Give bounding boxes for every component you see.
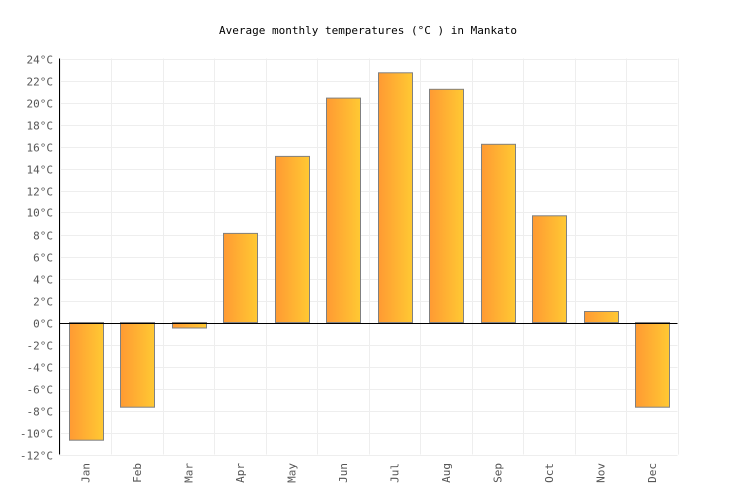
x-tick-label: Oct	[543, 463, 556, 483]
x-axis: Jan Feb Mar Apr May Jun Jul Aug Sep Oct Nov Dec	[79, 463, 659, 483]
y-axis: -12°C -10°C -8°C -6°C -4°C -2°C 0°C 2°C 4°C 6°C 8°…	[20, 54, 53, 463]
y-tick-label: 8°C	[33, 230, 53, 243]
y-tick-label: -8°C	[27, 406, 54, 419]
x-tick-label: Sep	[491, 463, 504, 483]
x-tick-label: Feb	[131, 463, 144, 483]
chart-title: Average monthly temperatures (°C ) in Ma…	[219, 24, 517, 37]
y-tick-label: -4°C	[27, 362, 54, 375]
y-tick-label: 2°C	[33, 296, 53, 309]
bar-dec	[635, 322, 670, 408]
bar-oct	[532, 215, 567, 323]
bar-jan	[69, 322, 104, 441]
x-tick-label: Apr	[234, 463, 247, 483]
bar-sep	[481, 143, 516, 323]
bar-mar	[172, 322, 207, 329]
bar-apr	[223, 232, 258, 323]
x-tick-label: Jun	[337, 463, 350, 483]
y-tick-label: -6°C	[27, 384, 54, 397]
y-tick-label: 18°C	[27, 120, 54, 133]
y-tick-label: 6°C	[33, 252, 53, 265]
x-tick-label: May	[285, 463, 298, 483]
x-tick-label: Aug	[440, 463, 453, 483]
y-tick-label: -2°C	[27, 340, 54, 353]
x-tick-label: Jul	[388, 463, 401, 483]
grid	[59, 58, 679, 456]
bar-jun	[326, 97, 361, 323]
axes	[59, 58, 678, 455]
y-tick-label: 16°C	[27, 142, 54, 155]
y-tick-label: -10°C	[20, 428, 53, 441]
y-tick-label: 10°C	[27, 207, 54, 220]
y-tick-label: 0°C	[33, 318, 53, 331]
bar-jul	[378, 72, 413, 323]
y-tick-label: -12°C	[20, 450, 53, 463]
x-tick-label: Jan	[79, 463, 92, 483]
bars	[69, 72, 670, 441]
x-tick-label: Dec	[646, 463, 659, 483]
y-tick-label: 24°C	[27, 54, 54, 67]
bar-nov	[584, 311, 619, 323]
x-tick-label: Mar	[182, 463, 195, 483]
x-tick-label: Nov	[594, 463, 607, 483]
y-tick-label: 20°C	[27, 98, 54, 111]
bar-feb	[120, 322, 155, 408]
y-tick-label: 14°C	[27, 164, 54, 177]
bar-may	[275, 155, 310, 323]
bar-aug	[429, 88, 464, 323]
y-tick-label: 22°C	[27, 76, 54, 89]
y-tick-label: 12°C	[27, 186, 54, 199]
y-tick-label: 4°C	[33, 274, 53, 287]
